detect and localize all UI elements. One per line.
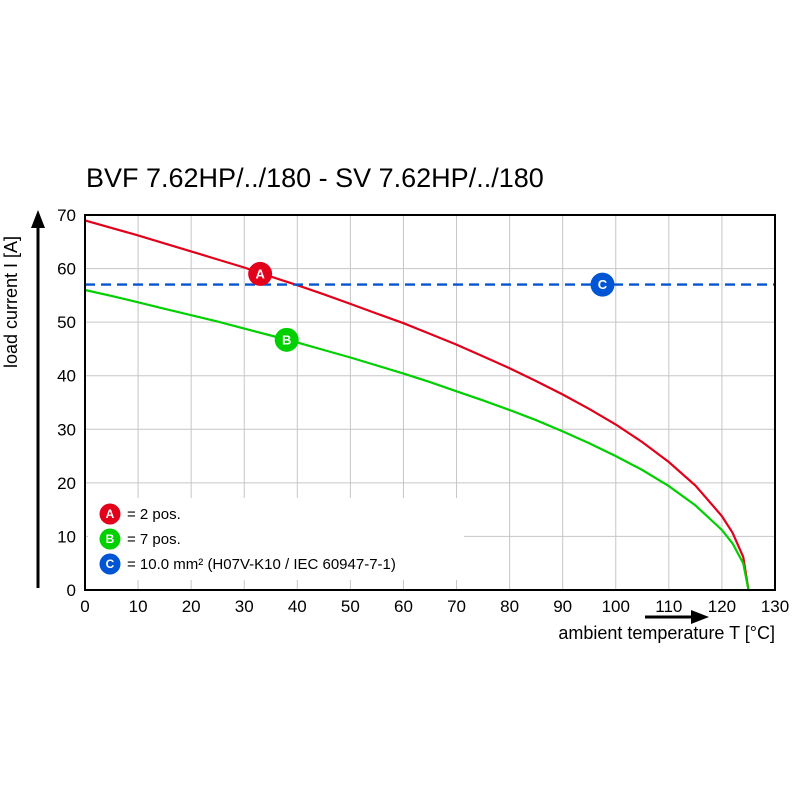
y-tick-label: 70 — [57, 206, 76, 225]
series-curves — [84, 219, 775, 591]
x-tick-label: 0 — [80, 597, 89, 616]
x-tick-label: 10 — [129, 597, 148, 616]
x-tick-label: 50 — [341, 597, 360, 616]
legend-swatch-A — [99, 503, 121, 525]
y-tick-label: 30 — [57, 420, 76, 439]
x-tick-label: 100 — [602, 597, 630, 616]
y-tick-label: 60 — [57, 260, 76, 279]
marker-B — [274, 327, 299, 352]
x-tick-label: 40 — [288, 597, 307, 616]
marker-A — [248, 261, 273, 286]
legend-label-A: = 2 pos. — [127, 506, 181, 523]
chart-title: BVF 7.62HP/../180 - SV 7.62HP/../180 — [86, 163, 544, 193]
marker-C — [590, 272, 615, 297]
y-tick-label: 40 — [57, 367, 76, 386]
y-axis-arrow-head — [31, 210, 45, 228]
legend-swatch-letter-C: C — [106, 557, 115, 571]
legend-swatch-letter-A: A — [106, 507, 115, 521]
legend-label-C: = 10.0 mm² (H07V-K10 / IEC 60947-7-1) — [127, 556, 396, 573]
x-axis-label: ambient temperature T [°C] — [558, 623, 775, 643]
curve-markers: A B C — [248, 261, 615, 352]
x-axis-arrow — [645, 610, 709, 624]
plot-frame — [84, 214, 776, 591]
x-tick-label: 110 — [655, 597, 682, 616]
x-tick-label: 120 — [708, 597, 736, 616]
legend: A = 2 pos. B = 7 pos. C = 10.0 mm² (H07V-K10 … — [88, 498, 464, 580]
y-axis-label: load current I [A] — [1, 236, 21, 368]
x-tick-label: 80 — [500, 597, 519, 616]
x-axis-arrow-head — [691, 610, 709, 624]
curve-A — [84, 219, 750, 591]
x-tick-label: 60 — [394, 597, 413, 616]
legend-swatch-C — [99, 553, 121, 575]
x-tick-label: 20 — [182, 597, 201, 616]
y-tick-label: 10 — [57, 527, 76, 546]
x-tick-label: 30 — [235, 597, 254, 616]
y-tick-label: 50 — [57, 313, 76, 332]
curve-B — [84, 288, 750, 591]
x-tick-label: 90 — [553, 597, 572, 616]
legend-swatch-letter-B: B — [106, 532, 115, 546]
legend-swatch-B — [99, 528, 121, 550]
x-tick-labels: 0 10 20 30 40 50 60 70 80 90 100 110 120 130 — [80, 597, 789, 616]
y-tick-label: 20 — [57, 474, 76, 493]
y-tick-label: 0 — [67, 581, 76, 600]
marker-letter-B: B — [282, 332, 291, 347]
x-tick-label: 130 — [761, 597, 789, 616]
x-tick-label: 70 — [447, 597, 466, 616]
marker-letter-A: A — [255, 267, 265, 282]
legend-background — [88, 498, 464, 580]
y-tick-labels: 0 10 20 30 40 50 60 70 — [57, 206, 76, 600]
y-axis-arrow — [31, 210, 45, 588]
legend-label-B: = 7 pos. — [127, 531, 181, 548]
marker-letter-C: C — [598, 277, 608, 292]
